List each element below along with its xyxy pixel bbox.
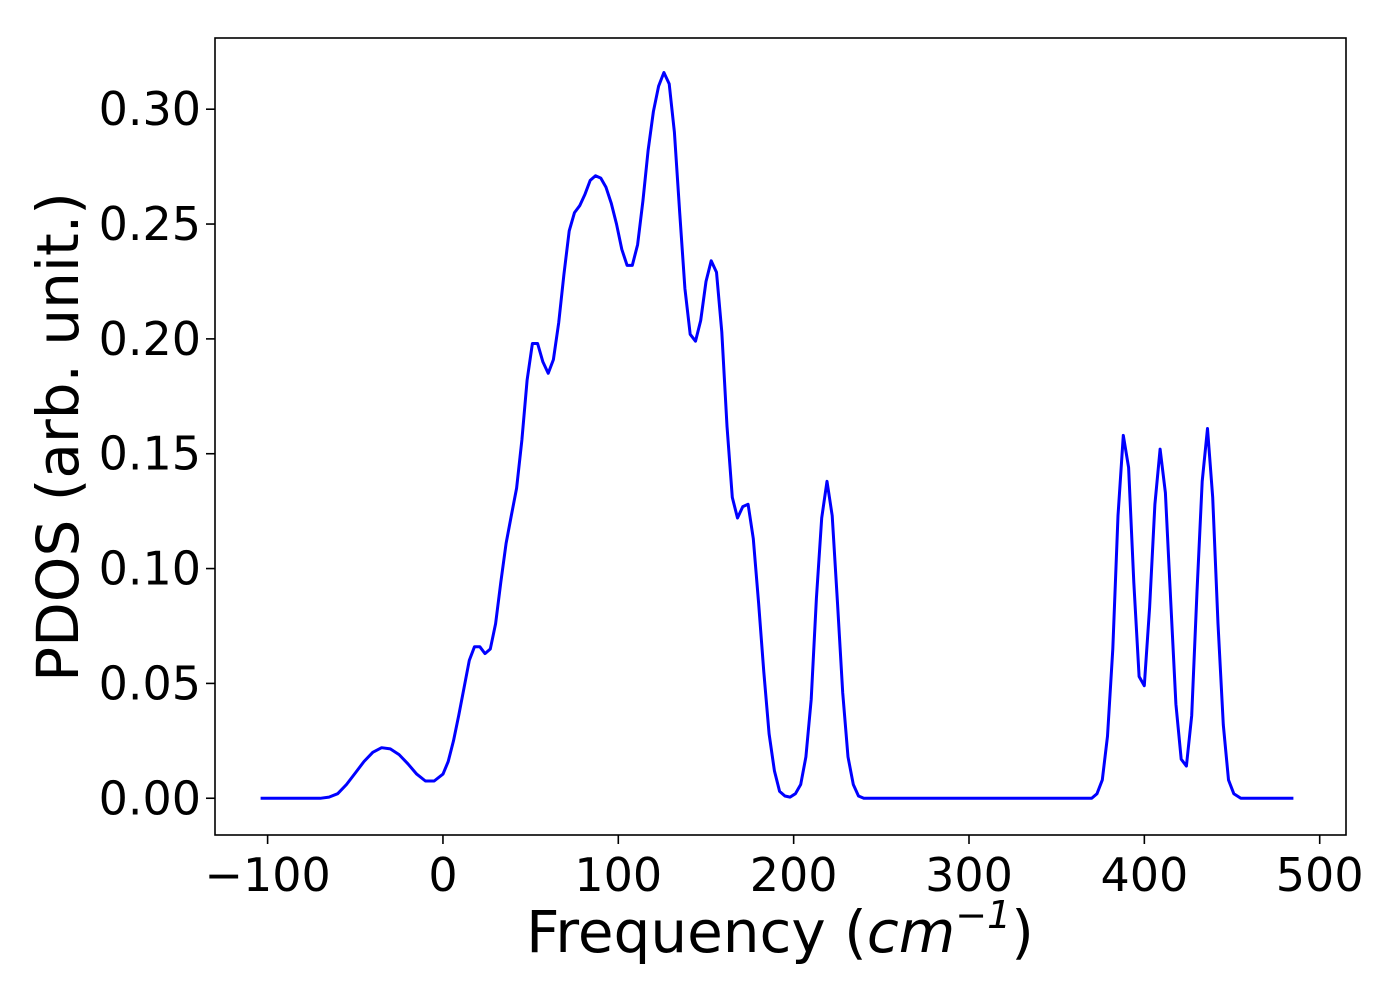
y-tick-label: 0.10	[99, 542, 201, 596]
x-tick-label: −100	[204, 848, 330, 902]
x-axis-title-unit-open: (	[826, 898, 867, 966]
x-axis-ticks: −100 0 100 200 300 400 500	[204, 835, 1364, 902]
x-tick-label: 0	[428, 848, 457, 902]
x-axis-title-unit-exp: −1	[955, 893, 1011, 937]
x-axis-title: Frequency (cm−1)	[526, 893, 1034, 966]
x-axis-title-text: Frequency	[526, 898, 826, 966]
x-tick-label: 200	[750, 848, 838, 902]
x-tick-label: 500	[1276, 848, 1364, 902]
y-tick-label: 0.20	[99, 312, 201, 366]
y-tick-label: 0.30	[99, 82, 201, 136]
x-tick-label: 300	[925, 848, 1013, 902]
x-tick-label: 400	[1100, 848, 1188, 902]
y-tick-label: 0.05	[99, 656, 201, 710]
plot-frame	[214, 37, 1347, 836]
x-axis-title-unit-close: )	[1011, 898, 1034, 966]
y-tick-label: 0.15	[99, 427, 201, 481]
y-tick-label: 0.25	[99, 197, 201, 251]
y-tick-label: 0.00	[99, 771, 201, 825]
y-axis-ticks: 0.00 0.05 0.10 0.15 0.20 0.25 0.30	[99, 82, 215, 825]
x-axis-title-unit-base: cm	[867, 898, 955, 966]
x-tick-label: 100	[574, 848, 662, 902]
y-axis-title: PDOS (arb. unit.)	[24, 192, 92, 682]
pdos-series-line	[260, 71, 1294, 800]
